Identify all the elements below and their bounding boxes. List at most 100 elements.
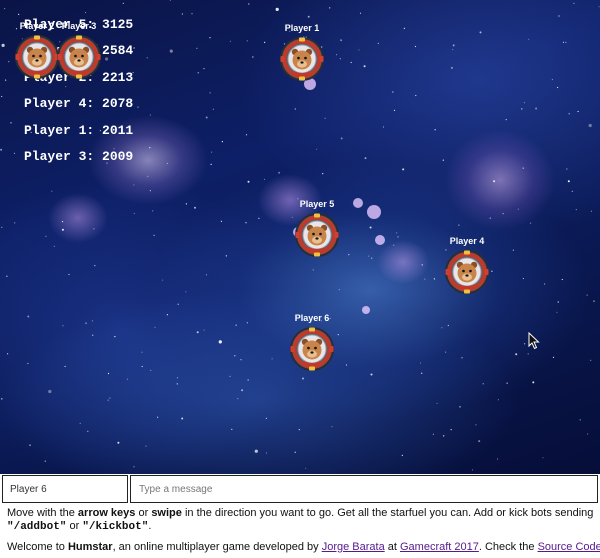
- star: [433, 278, 435, 280]
- star: [598, 6, 600, 8]
- gamecraft-link[interactable]: Gamecraft 2017: [399, 541, 479, 553]
- star: [363, 65, 366, 68]
- star: [521, 108, 523, 110]
- star: [331, 426, 333, 428]
- star: [48, 389, 52, 394]
- chat-message-input[interactable]: [130, 475, 598, 503]
- star: [522, 277, 525, 280]
- star: [289, 30, 291, 33]
- player-name-label: Player 5: [299, 199, 335, 209]
- star: [105, 57, 109, 61]
- input-bar: [0, 474, 600, 504]
- star: [305, 467, 307, 469]
- star: [229, 375, 231, 377]
- scoreboard-entry: Player 1: 2011: [24, 122, 134, 138]
- star: [107, 399, 109, 401]
- star: [475, 424, 477, 426]
- star: [27, 315, 30, 318]
- bear-astronaut-pod-icon: [444, 249, 490, 295]
- star: [392, 91, 394, 93]
- game-canvas[interactable]: Player 5: 3125 Player 6: 2584 Player 2: …: [0, 0, 600, 474]
- player-name-field[interactable]: [2, 475, 128, 503]
- star: [153, 234, 155, 236]
- star: [414, 45, 417, 48]
- star: [471, 469, 474, 471]
- star: [27, 362, 29, 365]
- player-name-label: Player 4: [449, 236, 485, 246]
- star: [278, 171, 281, 174]
- star: [0, 148, 3, 151]
- star: [245, 134, 248, 136]
- star: [106, 162, 108, 164]
- star: [176, 377, 179, 379]
- star: [291, 216, 293, 218]
- star: [529, 222, 532, 224]
- star: [191, 13, 193, 15]
- star: [149, 114, 151, 116]
- star: [246, 40, 248, 42]
- star: [211, 151, 213, 153]
- star: [338, 289, 340, 291]
- star: [147, 175, 149, 177]
- star: [517, 208, 519, 210]
- star: [459, 406, 461, 408]
- star: [166, 162, 168, 165]
- star: [194, 206, 196, 209]
- star: [436, 402, 438, 404]
- star: [225, 255, 227, 257]
- star: [247, 180, 250, 183]
- star: [329, 317, 331, 320]
- star: [325, 320, 327, 322]
- star: [359, 12, 362, 14]
- star: [210, 163, 212, 165]
- star: [532, 381, 535, 384]
- bear-astronaut-pod-icon: [56, 34, 102, 80]
- star: [588, 123, 592, 128]
- star: [122, 2, 124, 4]
- star: [169, 49, 173, 53]
- instructions-text: .: [148, 520, 152, 532]
- star: [252, 56, 254, 58]
- star: [114, 336, 116, 338]
- star: [10, 122, 12, 124]
- star: [339, 58, 341, 60]
- star: [154, 326, 156, 328]
- star: [234, 355, 236, 357]
- star: [85, 322, 87, 324]
- star: [421, 372, 423, 374]
- star: [137, 106, 139, 108]
- instructions-emphasis: swipe: [151, 507, 182, 519]
- welcome-text: Welcome to: [7, 541, 68, 553]
- welcome-text: , an online multiplayer game developed b…: [112, 541, 322, 553]
- star: [298, 429, 300, 431]
- star: [590, 210, 593, 212]
- star: [450, 429, 452, 431]
- star: [275, 7, 279, 11]
- star: [133, 466, 135, 468]
- star: [445, 249, 447, 251]
- star: [79, 422, 81, 424]
- star: [297, 198, 299, 200]
- star: [1, 43, 5, 48]
- star: [197, 72, 199, 74]
- star: [524, 343, 526, 345]
- player-name-label: Player 3: [61, 21, 97, 31]
- star: [258, 217, 260, 219]
- star: [150, 369, 152, 371]
- star: [348, 254, 350, 256]
- source-code-link[interactable]: Source Code: [537, 541, 600, 553]
- star: [141, 365, 143, 368]
- star: [593, 300, 595, 302]
- star: [15, 28, 18, 30]
- star: [265, 417, 267, 419]
- star: [132, 71, 134, 74]
- player-4-ship: Player 4: [444, 236, 490, 295]
- star: [254, 449, 258, 453]
- starfuel-orb: [375, 235, 385, 245]
- star: [556, 311, 558, 313]
- player-5-ship: Player 5: [294, 199, 340, 258]
- star: [445, 351, 447, 353]
- author-link[interactable]: Jorge Barata: [321, 541, 385, 553]
- star: [461, 357, 463, 359]
- player-name-label: Player 2: [19, 21, 55, 31]
